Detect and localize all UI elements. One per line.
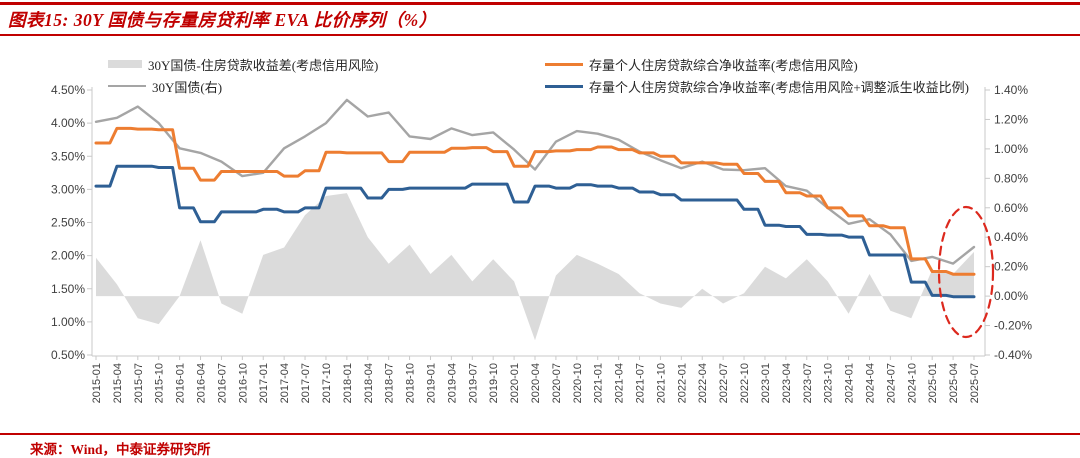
left-axis-label: 3.00% <box>51 182 85 196</box>
x-axis-label: 2025-07 <box>969 363 981 403</box>
series-line-mortgage-yield-adjusted <box>94 164 976 299</box>
legend-label-mortgage-yield: 存量个人住房贷款综合净收益率(考虑信用风险) <box>589 57 858 73</box>
title-underline-rule <box>0 34 1080 36</box>
x-axis-label: 2023-04 <box>781 363 793 403</box>
legend-item-mortgage-yield: 存量个人住房贷款综合净收益率(考虑信用风险) <box>545 56 858 73</box>
x-axis-label: 2021-04 <box>614 363 626 403</box>
source-text: 来源：Wind，中泰证券研究所 <box>30 442 211 457</box>
x-axis-label: 2021-01 <box>593 363 605 403</box>
x-axis-label: 2025-01 <box>927 363 939 403</box>
x-axis-label: 2016-07 <box>216 363 228 403</box>
left-axis-label: 0.50% <box>51 348 85 362</box>
x-axis-label: 2025-04 <box>948 363 960 403</box>
x-axis-label: 2016-10 <box>237 363 249 403</box>
x-axis-label: 2017-10 <box>321 363 333 403</box>
x-axis-label: 2015-04 <box>112 363 124 403</box>
series-line-30y-bond <box>94 98 976 265</box>
legend-item-mortgage-yield-adjusted: 存量个人住房贷款综合净收益率(考虑信用风险+调整派生收益比例) <box>545 78 969 95</box>
x-axis-label: 2022-10 <box>739 363 751 403</box>
x-axis-label: 2021-07 <box>635 363 647 403</box>
right-axis-label: 1.20% <box>994 112 1028 126</box>
x-axis-label: 2024-07 <box>885 363 897 403</box>
legend-item-spread-area: 30Y国债-住房贷款收益差(考虑信用风险) <box>108 56 379 73</box>
legend-swatch-gray-line-icon <box>108 84 146 88</box>
x-axis-label: 2023-07 <box>802 363 814 403</box>
left-axis-label: 2.00% <box>51 249 85 263</box>
left-axis-label: 1.50% <box>51 282 85 296</box>
x-axis-label: 2020-10 <box>572 363 584 403</box>
top-border-rule <box>0 2 1080 5</box>
right-axis-label: -0.20% <box>994 319 1032 333</box>
right-axis-label: 0.60% <box>994 201 1028 215</box>
x-axis-label: 2015-07 <box>133 363 145 403</box>
x-axis-label: 2023-01 <box>760 363 772 403</box>
x-axis-label: 2019-01 <box>425 363 437 403</box>
left-axis-label: 4.00% <box>51 116 85 130</box>
legend-swatch-area-icon <box>108 60 142 68</box>
x-axis-label: 2019-10 <box>488 363 500 403</box>
x-axis-label: 2015-01 <box>91 363 103 403</box>
x-axis-label: 2016-01 <box>175 363 187 403</box>
series-area-spread <box>96 193 974 341</box>
x-axis-label: 2016-04 <box>196 363 208 403</box>
right-axis-label: 0.80% <box>994 171 1028 185</box>
right-axis-label: 0.00% <box>994 289 1028 303</box>
x-axis-label: 2023-10 <box>823 363 835 403</box>
legend-swatch-orange-line-icon <box>545 62 583 66</box>
x-axis-label: 2017-04 <box>279 363 291 403</box>
series-line-mortgage-yield <box>94 126 976 276</box>
figure-title: 图表15: 30Y 国债与存量房贷利率 EVA 比价序列（%） <box>8 10 437 30</box>
footer-rule <box>0 433 1080 435</box>
left-axis-label: 1.00% <box>51 315 85 329</box>
right-axis-label: 1.40% <box>994 83 1028 97</box>
x-axis-label: 2020-01 <box>509 363 521 403</box>
x-axis-label: 2018-04 <box>363 363 375 403</box>
right-axis-label: 1.00% <box>994 142 1028 156</box>
x-axis-label: 2020-04 <box>530 363 542 403</box>
right-axis-label: -0.40% <box>994 348 1032 362</box>
x-axis-label: 2018-07 <box>384 363 396 403</box>
left-axis-label: 3.50% <box>51 149 85 163</box>
legend-item-30y-bond: 30Y国债(右) <box>108 78 223 95</box>
left-axis-label: 2.50% <box>51 216 85 230</box>
x-axis-label: 2015-10 <box>154 363 166 403</box>
left-axis-label: 4.50% <box>51 83 85 97</box>
x-axis-label: 2017-01 <box>258 363 270 403</box>
x-axis-label: 2018-10 <box>405 363 417 403</box>
legend-swatch-blue-line-icon <box>545 84 583 88</box>
legend-label-spread: 30Y国债-住房贷款收益差(考虑信用风险) <box>148 57 379 73</box>
x-axis-label: 2024-01 <box>844 363 856 403</box>
x-axis-label: 2024-04 <box>864 363 876 403</box>
legend-label-mortgage-yield-adjusted: 存量个人住房贷款综合净收益率(考虑信用风险+调整派生收益比例) <box>589 79 969 95</box>
x-axis-label: 2022-04 <box>697 363 709 403</box>
right-axis-label: 0.20% <box>994 260 1028 274</box>
x-axis-label: 2019-04 <box>446 363 458 403</box>
x-axis-label: 2022-01 <box>676 363 688 403</box>
x-axis-label: 2019-07 <box>467 363 479 403</box>
x-axis-label: 2022-07 <box>718 363 730 403</box>
legend-label-30y-bond: 30Y国债(右) <box>152 79 223 95</box>
x-axis-label: 2024-10 <box>906 363 918 403</box>
right-axis-label: 0.40% <box>994 230 1028 244</box>
x-axis-label: 2017-07 <box>300 363 312 403</box>
x-axis-label: 2021-10 <box>655 363 667 403</box>
x-axis-label: 2020-07 <box>551 363 563 403</box>
x-axis-label: 2018-01 <box>342 363 354 403</box>
highlight-ellipse <box>937 205 995 339</box>
